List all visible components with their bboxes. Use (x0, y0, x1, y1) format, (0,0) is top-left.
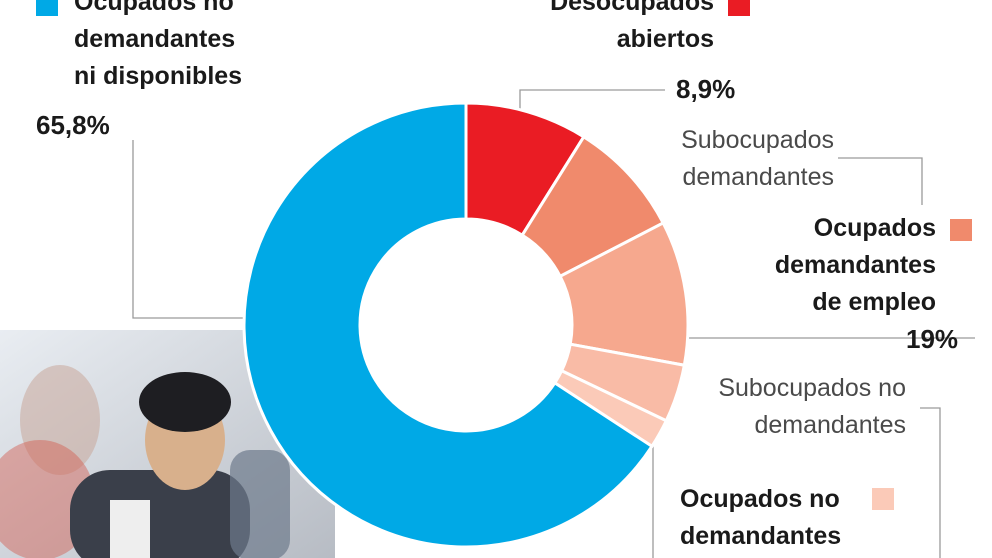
leader-line-subocupados-no-dem (920, 407, 941, 558)
label-line: Desocupados (550, 0, 714, 16)
label-line: de empleo (812, 288, 936, 316)
value-desocupados: 8,9% (676, 74, 736, 104)
value-ocupados-no-disp: 65,8% (36, 110, 110, 140)
label-line: Subocupados (681, 126, 834, 154)
label-line: Ocupados no (74, 0, 234, 16)
label-ocupados-no-disp: Ocupados no demandantes ni disponibles (74, 0, 242, 95)
label-line: demandantes (682, 163, 834, 191)
label-line: demandantes (754, 411, 906, 439)
legend-swatch-ocupados-no-dem (872, 488, 894, 510)
label-line: demandantes (774, 251, 936, 279)
legend-swatch-ocupados-dem (950, 219, 972, 241)
value-ocupados-dem: 19% (906, 324, 959, 354)
legend-swatch-ocupados-no-disp (36, 0, 58, 16)
label-line: abiertos (616, 25, 714, 53)
leader-line-ocupados-no-disp (132, 140, 245, 319)
legend-swatch-desocupados (728, 0, 750, 16)
label-subocupados-no-dem: Subocupados no demandantes (718, 370, 906, 444)
label-ocupados-no-dem: Ocupados no demandantes (680, 481, 841, 555)
label-subocupados-dem: Subocupados demandantes (681, 122, 834, 196)
leader-line-subocupados-dem (838, 157, 923, 205)
label-ocupados-dem: Ocupados demandantes de empleo (775, 210, 936, 321)
label-line: Subocupados no (718, 374, 906, 402)
label-line: ni disponibles (74, 62, 243, 90)
label-line: Ocupados no (680, 485, 840, 513)
label-line: demandantes (680, 522, 842, 550)
label-desocupados: Desocupados abiertos (550, 0, 714, 58)
leader-line-desocupados (519, 89, 665, 110)
leader-lines (132, 89, 975, 558)
donut-slice-ocupados-no-demandantes-ni-disponibles (242, 101, 655, 549)
label-line: demandantes (74, 25, 236, 53)
label-line: Ocupados (813, 214, 936, 242)
